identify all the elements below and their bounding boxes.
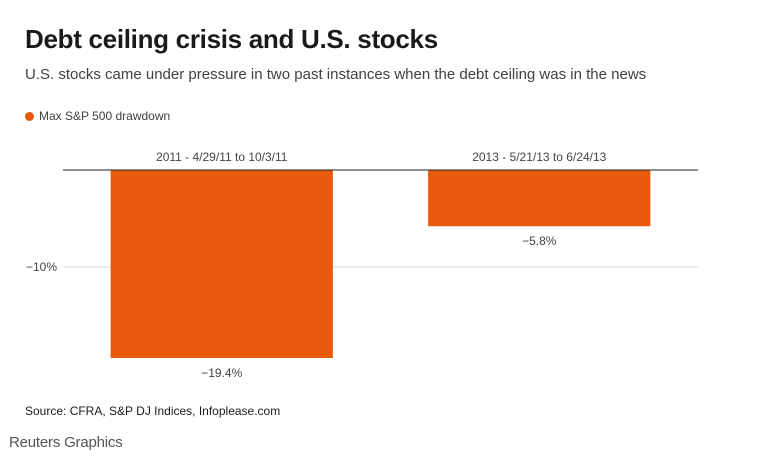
data-label: −19.4% <box>201 366 242 380</box>
source-note: Source: CFRA, S&P DJ Indices, Infoplease… <box>25 404 281 418</box>
y-tick-label: −10% <box>26 260 57 274</box>
data-label: −5.8% <box>522 234 557 248</box>
label-layer: −10% 2011 - 4/29/11 to 10/3/11 −19.4% 2013 … <box>26 150 607 380</box>
category-label: 2011 - 4/29/11 to 10/3/11 <box>156 150 288 164</box>
legend-swatch <box>25 111 34 121</box>
bar <box>110 170 333 358</box>
bar-layer <box>63 169 698 358</box>
category-label: 2013 - 5/21/13 to 6/24/13 <box>472 150 606 164</box>
chart-subtitle: U.S. stocks came under pressure in two p… <box>25 66 647 83</box>
chart-title: Debt ceiling crisis and U.S. stocks <box>25 24 438 54</box>
brand-credit: Reuters Graphics <box>9 434 123 451</box>
legend-label: Max S&P 500 drawdown <box>39 109 171 123</box>
bar <box>428 170 651 227</box>
legend: Max S&P 500 drawdown <box>25 109 170 123</box>
